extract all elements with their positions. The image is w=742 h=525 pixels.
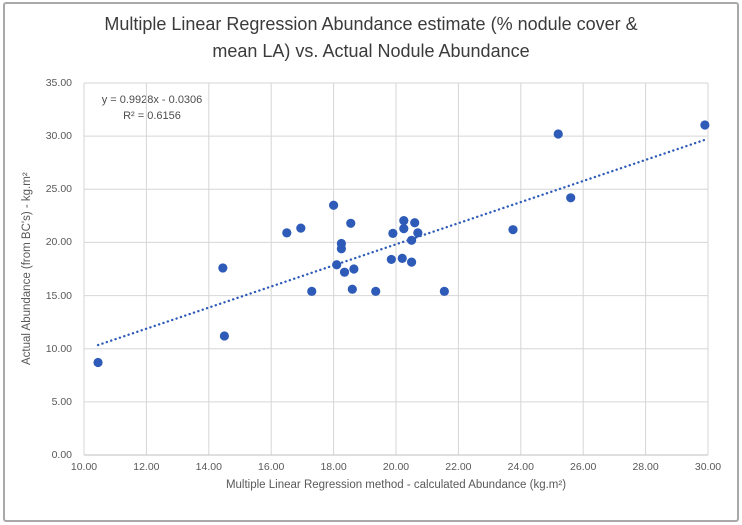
data-point (399, 216, 409, 226)
data-point (407, 235, 417, 245)
y-axis-title: Actual Abundance (from BC's) - kg.m² (21, 172, 33, 366)
x-axis-title: Multiple Linear Regression method - calc… (225, 479, 567, 491)
x-tick-label: 28.00 (632, 461, 659, 473)
data-point (413, 228, 423, 238)
y-tick-label: 15.00 (45, 289, 72, 302)
chart-title: Multiple Linear Regression Abundance est… (0, 11, 742, 65)
data-point (439, 286, 449, 296)
data-point (386, 254, 396, 265)
data-point (336, 244, 346, 254)
data-point (700, 120, 710, 130)
x-tick-label: 10.00 (70, 461, 98, 473)
y-tick-label: 0.00 (51, 449, 72, 461)
data-point (371, 286, 381, 296)
x-tick-label: 22.00 (445, 461, 472, 473)
data-point (296, 223, 306, 233)
data-point (339, 267, 350, 277)
trendline (96, 137, 710, 347)
y-tick-label: 10.00 (45, 342, 72, 355)
equation-text: y = 0.9928x - 0.0306 (101, 94, 203, 106)
x-tick-label: 12.00 (133, 461, 160, 473)
x-tick-label: 16.00 (258, 461, 285, 473)
data-point (282, 228, 292, 238)
data-point (410, 218, 420, 228)
y-tick-label: 20.00 (45, 236, 72, 249)
r-squared-text: R² = 0.6156 (123, 109, 181, 122)
y-tick-label: 30.00 (45, 130, 72, 143)
data-point (347, 284, 357, 294)
data-point (307, 286, 317, 296)
data-point (553, 129, 563, 139)
data-point (218, 263, 228, 273)
x-tick-label: 24.00 (507, 461, 534, 473)
data-point (566, 193, 576, 203)
x-tick-label: 26.00 (570, 461, 597, 473)
chart-title-line-2: mean LA) vs. Actual Nodule Abundance (212, 41, 530, 61)
data-point (219, 331, 229, 341)
data-point (332, 260, 342, 270)
data-point (407, 257, 417, 267)
chart-title-line-1: Multiple Linear Regression Abundance est… (104, 14, 638, 34)
x-tick-label: 30.00 (694, 461, 722, 473)
x-tick-label: 20.00 (382, 461, 410, 473)
y-tick-label: 25.00 (45, 183, 72, 196)
data-point (346, 218, 356, 228)
data-point (329, 200, 339, 210)
data-point (93, 357, 103, 368)
data-point (508, 225, 518, 235)
trendline-annotation: y = 0.9928x - 0.0306 R² = 0.6156 (86, 93, 218, 124)
y-tick-label: 5.00 (51, 395, 72, 408)
data-point (349, 264, 359, 274)
y-tick-label: 35.00 (45, 77, 72, 89)
x-tick-label: 18.00 (320, 461, 347, 473)
data-point (399, 224, 409, 234)
data-point (388, 228, 398, 238)
x-tick-label: 14.00 (195, 461, 222, 473)
data-point (397, 253, 407, 263)
